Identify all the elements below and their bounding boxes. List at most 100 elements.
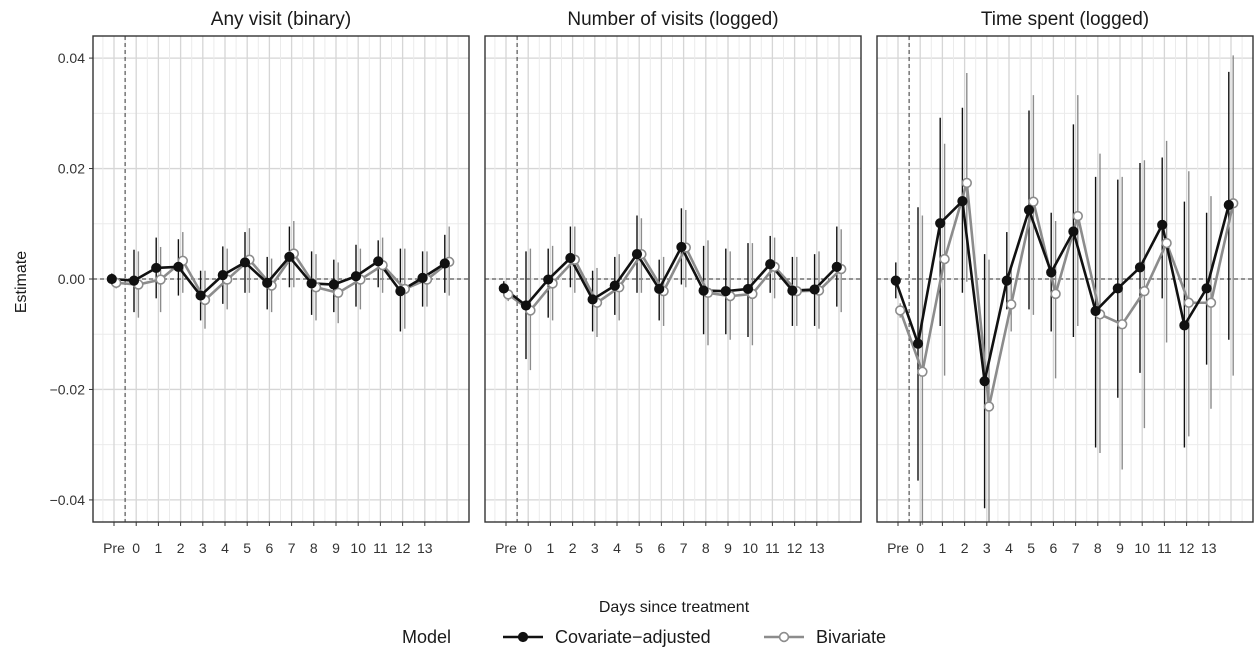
data-point — [1134, 262, 1146, 273]
data-point — [809, 284, 820, 295]
data-point — [676, 241, 687, 253]
data-point — [587, 294, 598, 305]
x-tick-label: 5 — [243, 540, 251, 556]
series-line — [898, 181, 1235, 408]
data-point — [565, 252, 576, 264]
x-tick-label: 4 — [1005, 540, 1013, 556]
x-tick-label: 10 — [1134, 540, 1150, 556]
data-point — [373, 256, 384, 267]
x-tick-label: 7 — [1072, 540, 1080, 556]
data-point — [1183, 297, 1195, 308]
data-point — [939, 253, 950, 265]
y-tick-label: −0.02 — [50, 381, 86, 397]
panel-1: Any visit (binary)Pre 0 1 2 3 4 5 6 7 8 9 10 11 12 13 — [92, 9, 470, 556]
data-point — [284, 251, 295, 263]
data-point — [1001, 275, 1012, 286]
data-point — [742, 283, 754, 295]
data-point — [1161, 237, 1172, 249]
data-point — [350, 271, 362, 282]
y-tick-label: 0.00 — [58, 271, 85, 287]
data-point — [1139, 285, 1150, 297]
data-point — [128, 275, 140, 286]
y-tick-label: 0.02 — [58, 161, 85, 177]
x-tick-label: 6 — [658, 540, 666, 556]
x-tick-label: 13 — [809, 540, 825, 556]
data-point — [1072, 210, 1084, 222]
x-tick-label: 9 — [332, 540, 340, 556]
panel-2: Number of visits (logged)Pre 0 1 2 3 4 5 6 7 8 9 10… — [484, 9, 862, 556]
data-point — [1028, 196, 1039, 207]
data-point — [439, 258, 450, 269]
panel-title: Time spent (logged) — [981, 9, 1149, 30]
x-tick-label: 13 — [417, 540, 433, 556]
x-tick-label: Pre — [103, 540, 125, 556]
data-point — [217, 270, 228, 281]
data-point — [935, 218, 946, 229]
series-line — [116, 252, 451, 302]
data-point — [890, 275, 901, 286]
x-tick-label: 7 — [680, 540, 688, 556]
x-tick-label: 10 — [742, 540, 758, 556]
x-tick-label: 11 — [373, 540, 388, 556]
data-point — [1090, 305, 1101, 317]
legend-label: Covariate−adjusted — [555, 627, 711, 647]
x-tick-label: 5 — [1027, 540, 1035, 556]
data-point — [917, 366, 928, 377]
legend: Model Covariate−adjusted Bivariate — [402, 627, 886, 647]
data-point — [1223, 199, 1234, 211]
data-point — [328, 279, 339, 290]
legend-title: Model — [402, 627, 451, 647]
panel-title: Any visit (binary) — [211, 9, 351, 30]
data-point — [306, 278, 317, 289]
data-point — [173, 261, 184, 272]
data-point — [1023, 204, 1035, 216]
data-point — [609, 280, 620, 291]
x-tick-label: 2 — [177, 540, 185, 556]
x-tick-label: 13 — [1201, 540, 1217, 556]
data-point — [1205, 297, 1217, 308]
data-point — [765, 258, 776, 270]
x-tick-label: 4 — [613, 540, 621, 556]
panel-title: Number of visits (logged) — [567, 9, 778, 30]
data-point — [1179, 320, 1190, 331]
data-point — [720, 286, 731, 297]
data-point — [631, 249, 643, 260]
data-point — [155, 274, 166, 285]
legend-key-point — [517, 631, 529, 643]
x-tick-label: 9 — [724, 540, 732, 556]
x-tick-label: 9 — [1116, 540, 1124, 556]
x-tick-label: 12 — [395, 540, 411, 556]
x-tick-label: 1 — [547, 540, 555, 556]
data-point — [787, 285, 798, 296]
data-point — [1046, 267, 1057, 278]
legend-key-point — [778, 631, 790, 643]
x-tick-label: 4 — [221, 540, 229, 556]
x-tick-label: 1 — [155, 540, 163, 556]
series-line — [503, 245, 838, 307]
legend-label: Bivariate — [816, 627, 886, 647]
data-point — [239, 257, 251, 268]
panel-3: Time spent (logged)Pre 0 1 2 3 4 5 6 7 8 9 10 11 12 13 — [876, 9, 1254, 556]
x-tick-label: 7 — [288, 540, 296, 556]
data-point — [543, 274, 554, 285]
data-point — [151, 262, 162, 274]
x-tick-label: 8 — [310, 540, 318, 556]
data-point — [498, 283, 509, 294]
x-tick-label: 8 — [1094, 540, 1102, 556]
data-point — [983, 401, 995, 412]
panel-border — [876, 35, 1254, 523]
data-point — [333, 287, 344, 299]
x-axis-title: Days since treatment — [599, 599, 750, 616]
data-point — [106, 273, 117, 285]
x-tick-label: 0 — [524, 540, 532, 556]
data-point — [262, 277, 273, 288]
y-tick-label: 0.04 — [58, 50, 85, 66]
x-tick-label: 11 — [1157, 540, 1172, 556]
y-tick-label: −0.04 — [50, 492, 86, 508]
data-point — [957, 196, 968, 207]
data-point — [698, 285, 709, 296]
y-axis-title: Estimate — [13, 251, 30, 313]
data-point — [979, 376, 990, 387]
series-line — [894, 199, 1231, 383]
